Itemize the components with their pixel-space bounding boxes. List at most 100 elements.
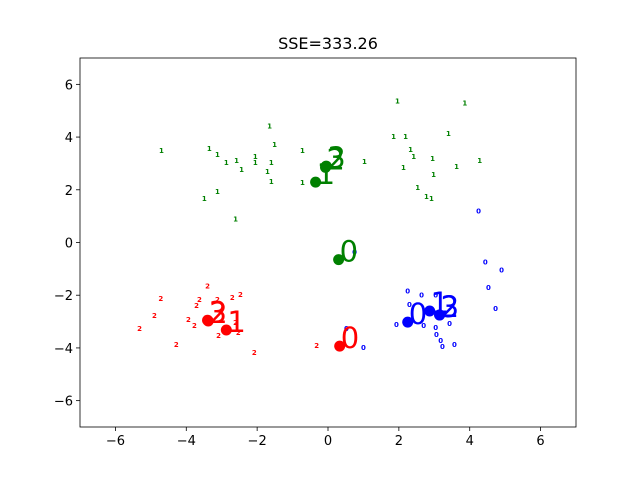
point-label: 2 [137, 325, 142, 333]
point-label: 1 [272, 141, 277, 149]
point-label: 1 [430, 155, 435, 163]
centroid [424, 305, 436, 317]
point-label: 1 [395, 98, 400, 106]
centroid [220, 324, 232, 336]
point-label: 0 [433, 324, 438, 332]
point-label: 1 [215, 151, 220, 159]
x-tick-label: 0 [324, 434, 332, 449]
centroid-label: 1 [227, 305, 245, 339]
centroid-label: 2 [327, 142, 345, 176]
point-label: 2 [197, 296, 202, 304]
centroid-label: 1 [431, 286, 449, 320]
x-tick-label: 6 [536, 434, 544, 449]
point-label: 0 [344, 325, 349, 333]
centroid [202, 314, 214, 326]
point-label: 1 [462, 100, 467, 108]
point-label: 0 [493, 305, 498, 313]
point-label: 0 [438, 337, 443, 345]
centroid-label: 1 [317, 157, 335, 191]
y-tick-label: 6 [65, 78, 73, 93]
point-label: 1 [446, 130, 451, 138]
centroid [334, 340, 346, 352]
centroid-label: 3 [209, 295, 227, 329]
x-tick-label: 2 [395, 434, 403, 449]
point-label: 1 [431, 171, 436, 179]
point-label: 2 [186, 316, 191, 324]
x-tick-label: −4 [177, 434, 196, 449]
point-label: 1 [239, 166, 244, 174]
point-label: 2 [252, 349, 257, 357]
point-label: 1 [269, 159, 274, 167]
point-label: 0 [499, 267, 504, 275]
point-label: 1 [253, 153, 258, 161]
x-tick-label: 4 [466, 434, 474, 449]
centroid [320, 160, 332, 172]
point-label: 0 [452, 341, 457, 349]
point-label: 0 [421, 322, 426, 330]
point-label: 1 [233, 215, 238, 223]
centroid-label: 3 [441, 290, 459, 324]
point-label: 0 [419, 292, 424, 300]
point-label: 0 [483, 259, 488, 267]
point-label: 1 [234, 157, 239, 165]
point-label: 0 [433, 292, 438, 300]
point-label: 1 [391, 133, 396, 141]
point-label: 2 [158, 295, 163, 303]
point-label: 2 [230, 294, 235, 302]
point-label: 1 [415, 184, 420, 192]
point-label: 0 [407, 301, 412, 309]
point-label: 1 [424, 193, 429, 201]
point-label: 1 [269, 178, 274, 186]
y-tick-label: −4 [54, 342, 73, 357]
point-label: 1 [477, 157, 482, 165]
centroid [402, 316, 414, 328]
y-tick-label: 0 [65, 237, 73, 252]
point-label: 0 [434, 331, 439, 339]
point-label: 0 [486, 284, 491, 292]
y-tick-label: 2 [65, 184, 73, 199]
point-label: 0 [394, 321, 399, 329]
plot-frame [79, 57, 577, 428]
point-label: 1 [401, 164, 406, 172]
point-label: 0 [361, 344, 366, 352]
centroid-label: 0 [340, 235, 358, 269]
centroid [333, 254, 345, 266]
point-label: 1 [265, 168, 270, 176]
point-label: 1 [429, 195, 434, 203]
point-label: 0 [476, 207, 481, 215]
point-label: 1 [215, 188, 220, 196]
centroid [310, 176, 322, 188]
point-label: 1 [207, 145, 212, 153]
point-label: 2 [152, 312, 157, 320]
point-label: 0 [440, 343, 445, 351]
x-tick-label: −2 [248, 434, 267, 449]
point-label: 2 [236, 329, 241, 337]
point-label: 1 [408, 146, 413, 154]
point-label: 1 [300, 147, 305, 155]
point-label: 0 [352, 248, 357, 256]
point-label: 2 [233, 319, 238, 327]
point-label: 1 [202, 195, 207, 203]
point-label: 1 [403, 133, 408, 141]
point-label: 2 [216, 332, 221, 340]
y-tick-label: 4 [65, 131, 73, 146]
point-label: 2 [192, 322, 197, 330]
point-label: 2 [205, 283, 210, 291]
point-label: 2 [238, 291, 243, 299]
centroid-label: 2 [441, 290, 459, 324]
point-label: 1 [159, 147, 164, 155]
centroid-label: 3 [327, 141, 345, 175]
point-label: 1 [411, 153, 416, 161]
centroid-label: 0 [341, 321, 359, 355]
centroid [434, 309, 446, 321]
y-tick-label: −6 [54, 395, 73, 410]
x-tick-label: −6 [106, 434, 125, 449]
point-label: 1 [454, 163, 459, 171]
y-tick-label: −2 [54, 289, 73, 304]
chart-title: SSE=333.26 [278, 34, 378, 53]
point-label: 1 [300, 179, 305, 187]
point-label: 2 [194, 302, 199, 310]
